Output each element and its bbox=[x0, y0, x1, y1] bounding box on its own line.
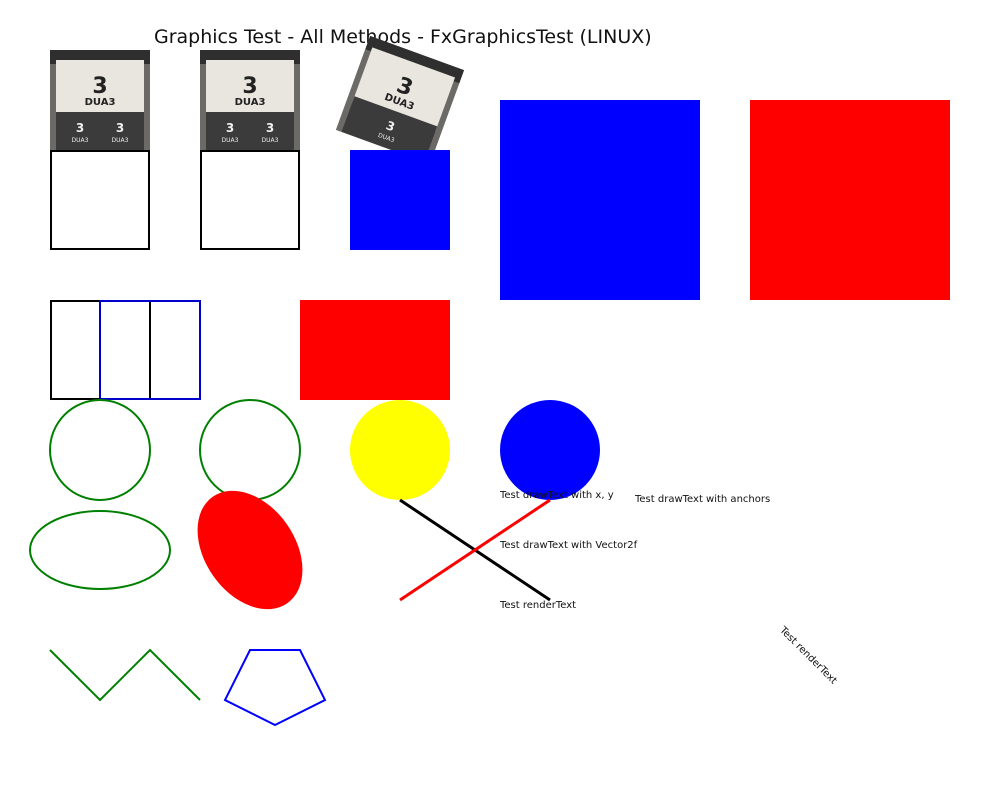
fill-ellipse-red-rotated bbox=[197, 490, 303, 610]
stroke-rect-2 bbox=[200, 150, 300, 250]
text-render: Test renderText bbox=[500, 600, 577, 611]
svg-text:3: 3 bbox=[116, 121, 124, 135]
svg-text:3: 3 bbox=[226, 121, 234, 135]
fill-circle-blue bbox=[500, 400, 600, 500]
svg-text:3: 3 bbox=[242, 74, 257, 99]
svg-text:3: 3 bbox=[92, 74, 107, 99]
fill-rect-blue-small bbox=[350, 150, 450, 250]
svg-text:DUA3: DUA3 bbox=[72, 137, 89, 144]
logo-image-1: 3 DUA3 3 DUA3 3 DUA3 bbox=[50, 50, 150, 150]
logo-image-1-graphic: 3 DUA3 3 DUA3 3 DUA3 bbox=[50, 50, 150, 150]
fill-rect-blue-large bbox=[500, 100, 700, 300]
svg-text:DUA3: DUA3 bbox=[235, 97, 266, 108]
logo-image-2-graphic: 3 DUA3 3 DUA3 3 DUA3 bbox=[200, 50, 300, 150]
text-draw-anchors: Test drawText with anchors bbox=[635, 494, 771, 505]
logo-image-2: 3 DUA3 3 DUA3 3 DUA3 bbox=[200, 50, 300, 150]
svg-text:DUA3: DUA3 bbox=[112, 137, 129, 144]
fill-rect-red-medium bbox=[300, 300, 450, 400]
svg-text:3: 3 bbox=[76, 121, 84, 135]
stroke-circle-1 bbox=[49, 399, 151, 501]
text-draw-xy: Test drawText with x, y bbox=[500, 490, 614, 501]
svg-text:DUA3: DUA3 bbox=[262, 137, 279, 144]
polygon-pentagon bbox=[223, 649, 327, 727]
stroke-rect-blue-overlap bbox=[99, 300, 201, 400]
svg-text:DUA3: DUA3 bbox=[222, 137, 239, 144]
line-red bbox=[399, 498, 551, 602]
polyline-zigzag bbox=[49, 648, 201, 702]
fill-rect-red-large bbox=[750, 100, 950, 300]
stroke-circle-2 bbox=[199, 399, 301, 501]
logo-image-rotated-graphic: 3 DUA3 3 DUA3 bbox=[335, 35, 465, 165]
stroke-rect-1 bbox=[50, 150, 150, 250]
window-title: Graphics Test - All Methods - FxGraphics… bbox=[154, 26, 652, 48]
svg-text:DUA3: DUA3 bbox=[85, 97, 116, 108]
stroke-ellipse bbox=[29, 510, 171, 590]
fill-circle-yellow bbox=[350, 400, 450, 500]
logo-image-rotated: 3 DUA3 3 DUA3 bbox=[335, 35, 465, 165]
text-draw-vector: Test drawText with Vector2f bbox=[500, 540, 638, 551]
svg-text:3: 3 bbox=[266, 121, 274, 135]
